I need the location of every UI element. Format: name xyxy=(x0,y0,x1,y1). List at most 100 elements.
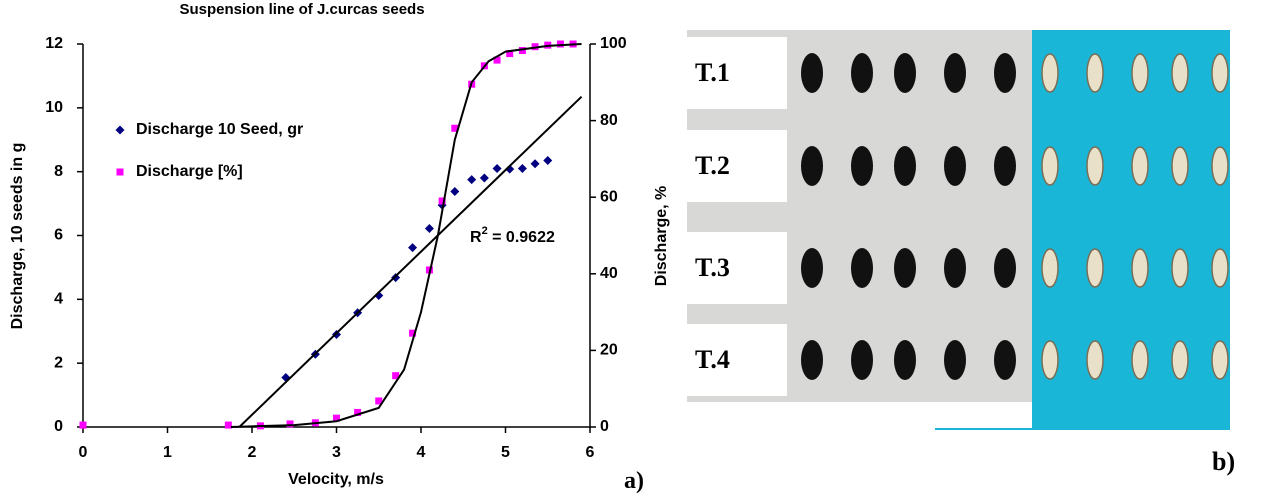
seed-dark xyxy=(801,248,823,288)
point xyxy=(451,124,459,132)
annotation-text: R xyxy=(470,229,482,246)
point xyxy=(408,243,418,253)
seed-light xyxy=(1171,340,1189,380)
seed-dark xyxy=(801,53,823,93)
point xyxy=(224,421,232,429)
point xyxy=(517,163,527,173)
photo-rows: T.1 T.2 T.3 T.4 xyxy=(687,37,1229,396)
legend-marker xyxy=(115,125,125,135)
seed-light xyxy=(1211,53,1229,93)
seed-light xyxy=(1041,340,1059,380)
seed-dark xyxy=(994,53,1016,93)
seed-dark xyxy=(894,146,916,186)
seed-light xyxy=(1131,248,1149,288)
point xyxy=(424,223,434,233)
photo-cyan xyxy=(1032,30,1230,430)
seed-dark xyxy=(944,53,966,93)
y-tick-label: 8 xyxy=(54,163,63,180)
seed-dark xyxy=(851,340,873,380)
annotation-rest: = 0.9622 xyxy=(488,229,555,246)
x-tick-label: 4 xyxy=(417,444,426,461)
y-tick-label: 12 xyxy=(45,35,63,52)
y2-tick-label: 60 xyxy=(600,188,618,205)
photo-white xyxy=(687,402,935,430)
seed-light xyxy=(1211,340,1229,380)
point xyxy=(479,173,489,183)
chart-title: Suspension line of J.curcas seeds xyxy=(179,1,424,18)
seed-light xyxy=(1131,53,1149,93)
point xyxy=(375,397,383,405)
seed-dark xyxy=(894,340,916,380)
seed-light xyxy=(1086,340,1104,380)
y2-axis-label: Discharge, % xyxy=(653,186,670,286)
legend-label: Discharge 10 Seed, gr xyxy=(136,121,303,138)
row-label: T.2 xyxy=(695,151,730,180)
legend-label: Discharge [%] xyxy=(136,163,243,180)
seed-light xyxy=(1041,146,1059,186)
y-tick-label: 10 xyxy=(45,99,63,116)
y2-tick-label: 80 xyxy=(600,112,618,129)
point xyxy=(79,421,87,429)
seed-dark xyxy=(994,248,1016,288)
x-axis-label: Velocity, m/s xyxy=(288,471,384,488)
seed-light xyxy=(1171,146,1189,186)
point xyxy=(506,50,514,58)
point xyxy=(391,273,401,283)
row-label-box xyxy=(687,37,787,109)
x-tick-label: 0 xyxy=(79,444,88,461)
y-tick-label: 2 xyxy=(54,354,63,371)
x-tick-label: 5 xyxy=(501,444,510,461)
point xyxy=(281,373,291,383)
seed-dark xyxy=(994,340,1016,380)
point xyxy=(518,47,526,55)
seed-dark xyxy=(944,248,966,288)
x-tick-label: 1 xyxy=(163,444,172,461)
point xyxy=(450,186,460,196)
y-tick-label: 4 xyxy=(54,291,63,308)
seed-light xyxy=(1086,146,1104,186)
point xyxy=(492,163,502,173)
y2-tick-label: 20 xyxy=(600,342,618,359)
row-label: T.1 xyxy=(695,58,730,87)
seed-light xyxy=(1211,146,1229,186)
y-tick-label: 0 xyxy=(54,418,63,435)
photo-edge xyxy=(935,428,1032,430)
seed-dark xyxy=(851,53,873,93)
panel-label: a) xyxy=(624,468,644,494)
seed-dark xyxy=(851,146,873,186)
y2-tick-label: 0 xyxy=(600,418,609,435)
seed-dark xyxy=(994,146,1016,186)
y-axis-label: Discharge, 10 seeds in g xyxy=(9,143,26,330)
row-label-box xyxy=(687,232,787,304)
seed-light xyxy=(1171,53,1189,93)
seed-dark xyxy=(801,146,823,186)
seed-light xyxy=(1041,53,1059,93)
seed-light xyxy=(1041,248,1059,288)
seed-light xyxy=(1171,248,1189,288)
point xyxy=(467,175,477,185)
annotation: R2 = 0.9622 xyxy=(470,225,555,246)
seed-light xyxy=(1086,53,1104,93)
point xyxy=(354,408,362,416)
seed-light xyxy=(1131,146,1149,186)
seed-dark xyxy=(851,248,873,288)
point xyxy=(409,329,417,337)
seed-light xyxy=(1211,248,1229,288)
point xyxy=(530,159,540,169)
point xyxy=(286,420,294,428)
x-tick-label: 6 xyxy=(586,444,595,461)
point xyxy=(392,372,400,380)
seed-dark xyxy=(894,53,916,93)
fit-line xyxy=(238,95,583,428)
point xyxy=(438,197,446,205)
point xyxy=(556,40,564,48)
panel-label: b) xyxy=(1212,447,1235,476)
y2-tick-label: 100 xyxy=(600,35,627,52)
fit-line xyxy=(230,43,582,428)
seed-light xyxy=(1131,340,1149,380)
seed-dark xyxy=(894,248,916,288)
row-label-box xyxy=(687,324,787,396)
point xyxy=(333,414,340,422)
seed-light xyxy=(1086,248,1104,288)
